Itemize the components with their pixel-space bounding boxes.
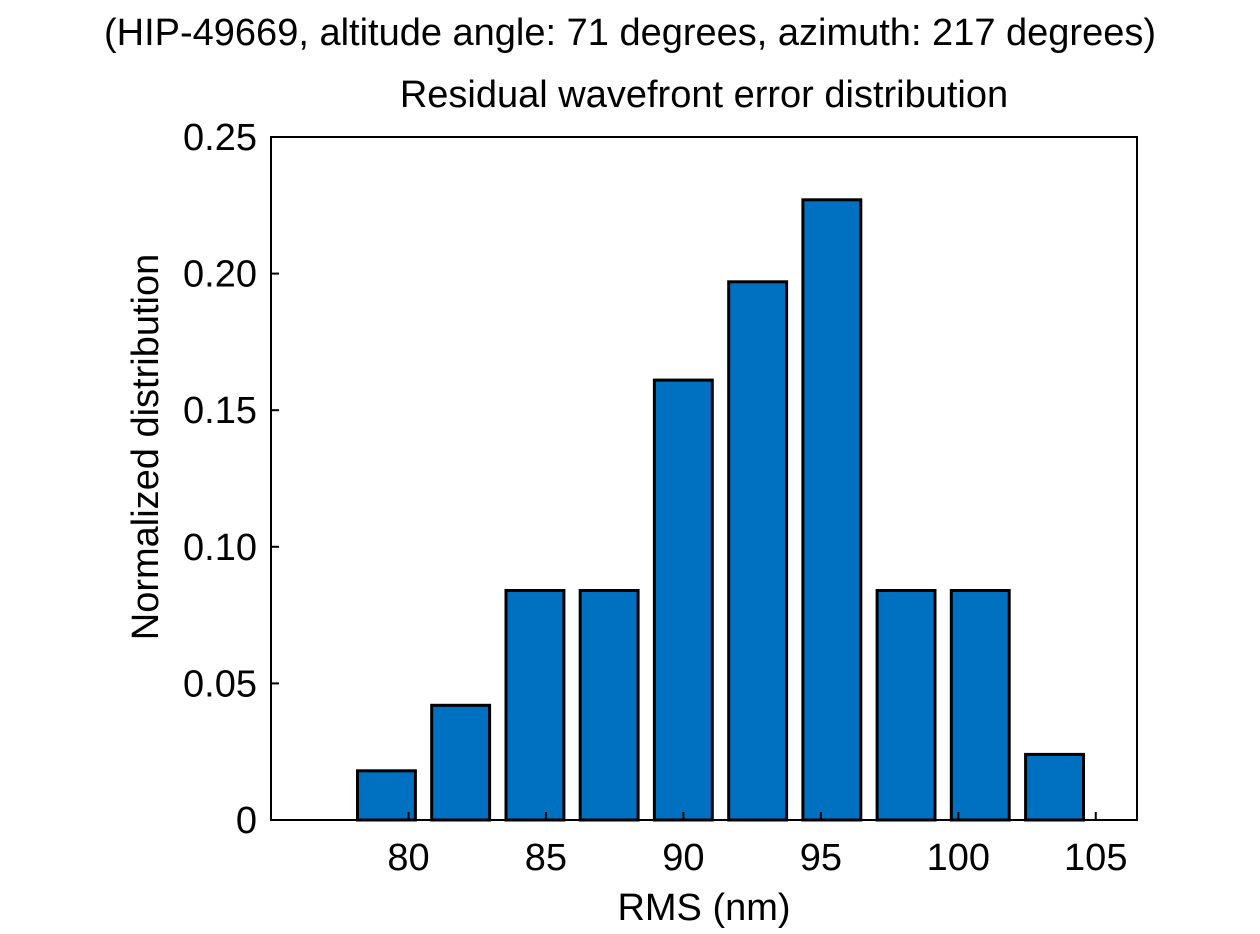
y-tick-label: 0.20 xyxy=(183,254,257,296)
bars-group xyxy=(356,198,1085,822)
histogram-bar xyxy=(727,280,789,822)
histogram-bar xyxy=(875,589,937,822)
histogram-bar xyxy=(356,769,417,822)
x-tick-label: 100 xyxy=(927,837,990,879)
chart-subtitle: Residual wavefront error distribution xyxy=(400,74,1008,116)
y-tick-label: 0.15 xyxy=(183,390,257,432)
x-tick-label: 85 xyxy=(525,837,567,879)
x-axis-label: RMS (nm) xyxy=(617,887,790,929)
y-tick-label: 0 xyxy=(236,800,257,842)
histogram-bar xyxy=(430,703,492,822)
histogram-bar xyxy=(1024,752,1085,822)
y-tick-label: 0.05 xyxy=(183,663,257,705)
histogram-bar xyxy=(652,378,714,822)
y-axis-label: Normalized distribution xyxy=(125,254,167,641)
histogram-bar xyxy=(578,589,640,822)
ticks-group: 80 85 90 95 100 105 0 0.05 0.10 0.15 0.20 0.25 xyxy=(183,117,1127,879)
x-tick-label: 80 xyxy=(387,837,429,879)
histogram-bar xyxy=(801,198,863,822)
histogram-bar xyxy=(504,589,566,822)
plot-frame xyxy=(270,136,1138,821)
x-tick-label: 105 xyxy=(1064,837,1127,879)
y-tick-label: 0.25 xyxy=(183,117,257,159)
y-tick-label: 0.10 xyxy=(183,527,257,569)
histogram-bar xyxy=(949,589,1011,822)
x-tick-label: 95 xyxy=(800,837,842,879)
chart-title: (HIP-49669, altitude angle: 71 degrees, … xyxy=(104,12,1156,54)
x-tick-label: 90 xyxy=(662,837,704,879)
